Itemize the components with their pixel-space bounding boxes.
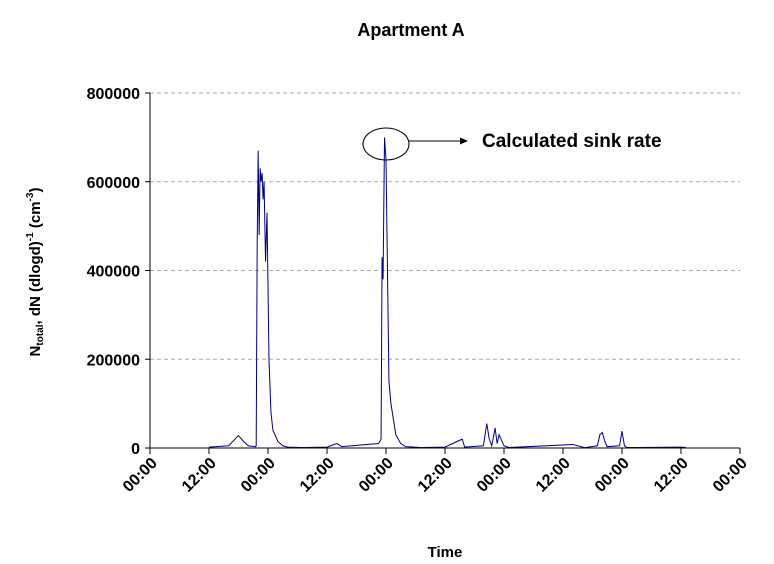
- annotation: Calculated sink rate: [482, 131, 662, 152]
- y-tick-label: 200000: [87, 352, 140, 369]
- y-label-part: N: [27, 346, 44, 357]
- annotation-arrowhead: [460, 137, 468, 145]
- x-tick-label: 00:00: [592, 455, 633, 496]
- data-line: [208, 137, 686, 449]
- y-label-sub: total: [35, 324, 46, 345]
- y-label-part: , dN (dlogd): [27, 241, 44, 324]
- y-axis-label: Ntotal, dN (dlogd)-1 (cm-3): [25, 188, 46, 357]
- x-tick-label: 12:00: [533, 455, 574, 496]
- x-tick-label: 00:00: [120, 455, 161, 496]
- y-tick-label: 600000: [87, 175, 140, 192]
- y-tick-label: 0: [131, 441, 140, 458]
- x-tick-label: 00:00: [474, 455, 515, 496]
- y-label-part: (cm: [27, 201, 44, 232]
- x-tick-label: 12:00: [297, 455, 338, 496]
- x-tick-label: 00:00: [238, 455, 279, 496]
- x-tick-label: 00:00: [356, 455, 397, 496]
- y-tick-label: 800000: [87, 86, 140, 103]
- x-axis-label: Time: [428, 544, 463, 561]
- y-label-part: ): [27, 188, 44, 193]
- x-tick-label: 12:00: [415, 455, 456, 496]
- y-label-sup: -3: [25, 192, 36, 201]
- x-tick-label: 00:00: [710, 455, 751, 496]
- chart-title: Apartment A: [357, 20, 464, 40]
- x-tick-label: 12:00: [651, 455, 692, 496]
- y-label-sup: -1: [25, 232, 36, 241]
- y-tick-label: 400000: [87, 264, 140, 281]
- x-tick-label: 12:00: [179, 455, 220, 496]
